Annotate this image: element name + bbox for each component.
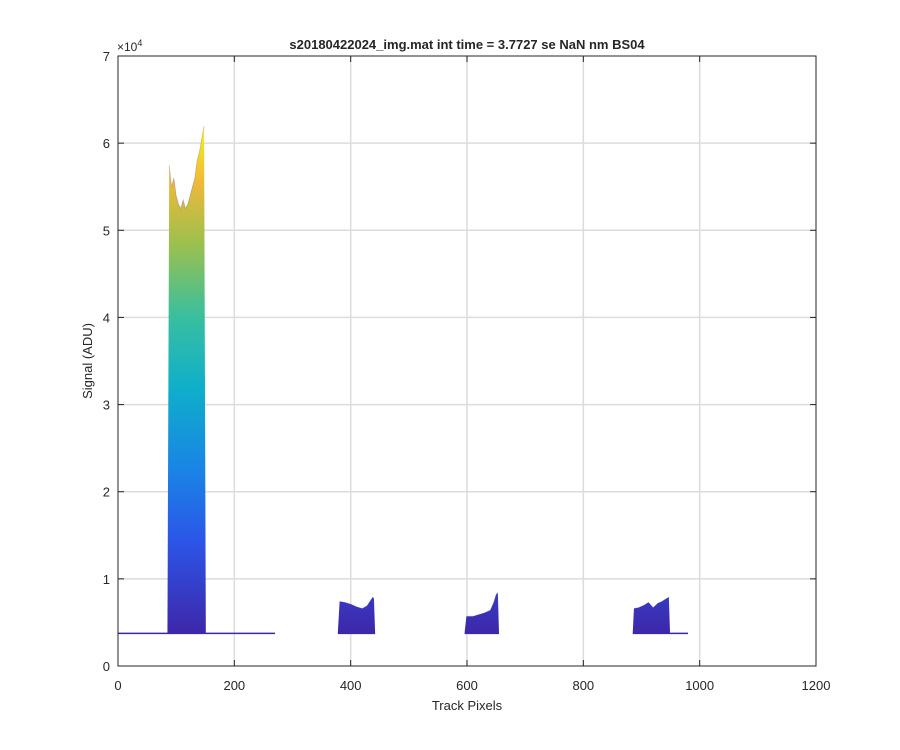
x-tick-label: 1000	[685, 678, 714, 693]
grid-lines	[118, 56, 816, 666]
signal-peak-edge	[168, 125, 205, 210]
y-tick-label: 7	[103, 49, 110, 64]
signal-peak	[464, 592, 499, 634]
x-tick-label: 800	[572, 678, 594, 693]
x-tick-label: 200	[223, 678, 245, 693]
signal-peak	[167, 125, 206, 634]
x-tick-label: 400	[340, 678, 362, 693]
signal-peak	[632, 597, 671, 634]
signal-peak-edge	[466, 592, 499, 617]
signal-peak-edge	[633, 596, 670, 609]
y-tick-label: 4	[103, 310, 110, 325]
x-axis-label: Track Pixels	[432, 698, 503, 713]
signal-traces	[118, 125, 689, 635]
signal-peak-edge	[339, 596, 375, 609]
signal-peak	[337, 597, 376, 634]
y-tick-label: 3	[103, 398, 110, 413]
y-tick-label: 2	[103, 485, 110, 500]
x-tick-label: 1200	[802, 678, 831, 693]
axis-ticks: 0 200 400 600 800 1000 1200 0 1 2 3 4 5 6 7	[103, 49, 831, 693]
x-tick-label: 600	[456, 678, 478, 693]
y-tick-label: 0	[103, 659, 110, 674]
y-tick-label: 1	[103, 572, 110, 587]
y-tick-label: 5	[103, 223, 110, 238]
x-tick-label: 0	[114, 678, 121, 693]
y-axis-label: Signal (ADU)	[80, 323, 95, 399]
chart-title: s20180422024_img.mat int time = 3.7727 s…	[289, 37, 645, 52]
y-exponent-label: ×104	[117, 38, 142, 54]
y-tick-label: 6	[103, 136, 110, 151]
